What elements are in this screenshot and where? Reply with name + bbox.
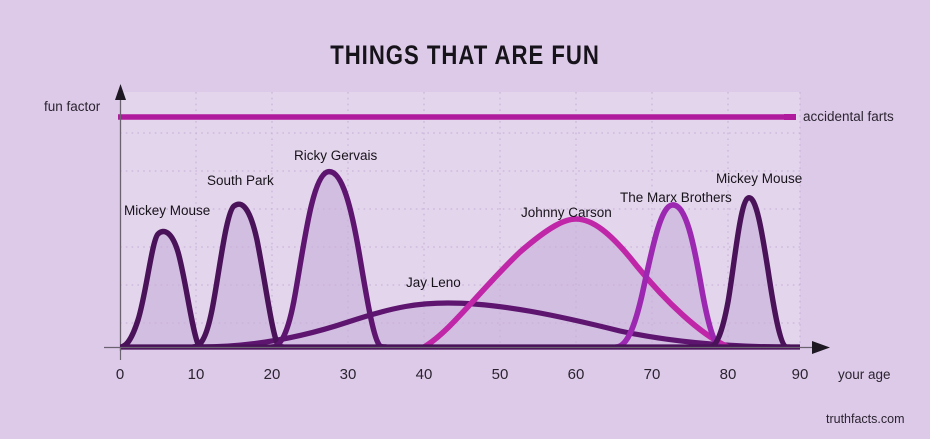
x-tick-label-40: 40 <box>415 366 433 383</box>
x-tick-label-10: 10 <box>187 366 205 383</box>
curve-label-ricky-gervais: Ricky Gervais <box>294 148 378 163</box>
x-tick-label-70: 70 <box>643 366 661 383</box>
curve-label-mickey-mouse-child: Mickey Mouse <box>124 203 211 218</box>
y-axis-arrow-icon <box>115 84 126 100</box>
curve-jay-leno <box>197 300 793 348</box>
curve-label-south-park: South Park <box>207 173 274 188</box>
curve-marx-brothers <box>613 202 723 348</box>
x-axis-arrow-icon <box>812 341 830 354</box>
curve-johnny-carson <box>421 216 731 348</box>
page-title: THINGS THAT ARE FUN <box>330 40 600 70</box>
fill-marx-brothers <box>616 204 720 347</box>
fill-south-park <box>193 204 283 347</box>
curve-label-marx-brothers: The Marx Brothers <box>620 190 732 205</box>
x-tick-label-50: 50 <box>491 366 509 383</box>
x-tick-label-0: 0 <box>115 366 125 383</box>
x-tick-label-60: 60 <box>567 366 585 383</box>
x-tick-label-80: 80 <box>719 366 737 383</box>
curve-label-jay-leno: Jay Leno <box>406 275 461 290</box>
fill-ricky-gervais <box>272 171 386 347</box>
curve-label-johnny-carson: Johnny Carson <box>521 205 612 220</box>
x-axis-label: your age <box>838 367 891 382</box>
curve-mickey-mouse-elder <box>707 195 789 348</box>
x-tick-label-20: 20 <box>263 366 281 383</box>
x-tick-label-30: 30 <box>339 366 357 383</box>
footer-attribution: truthfacts.com <box>826 412 905 426</box>
legend-label-accidental-farts: accidental farts <box>803 109 894 124</box>
y-axis-label: fun factor <box>44 99 101 114</box>
x-tick-label-90: 90 <box>791 366 809 383</box>
curve-label-mickey-mouse-elder: Mickey Mouse <box>716 171 803 186</box>
